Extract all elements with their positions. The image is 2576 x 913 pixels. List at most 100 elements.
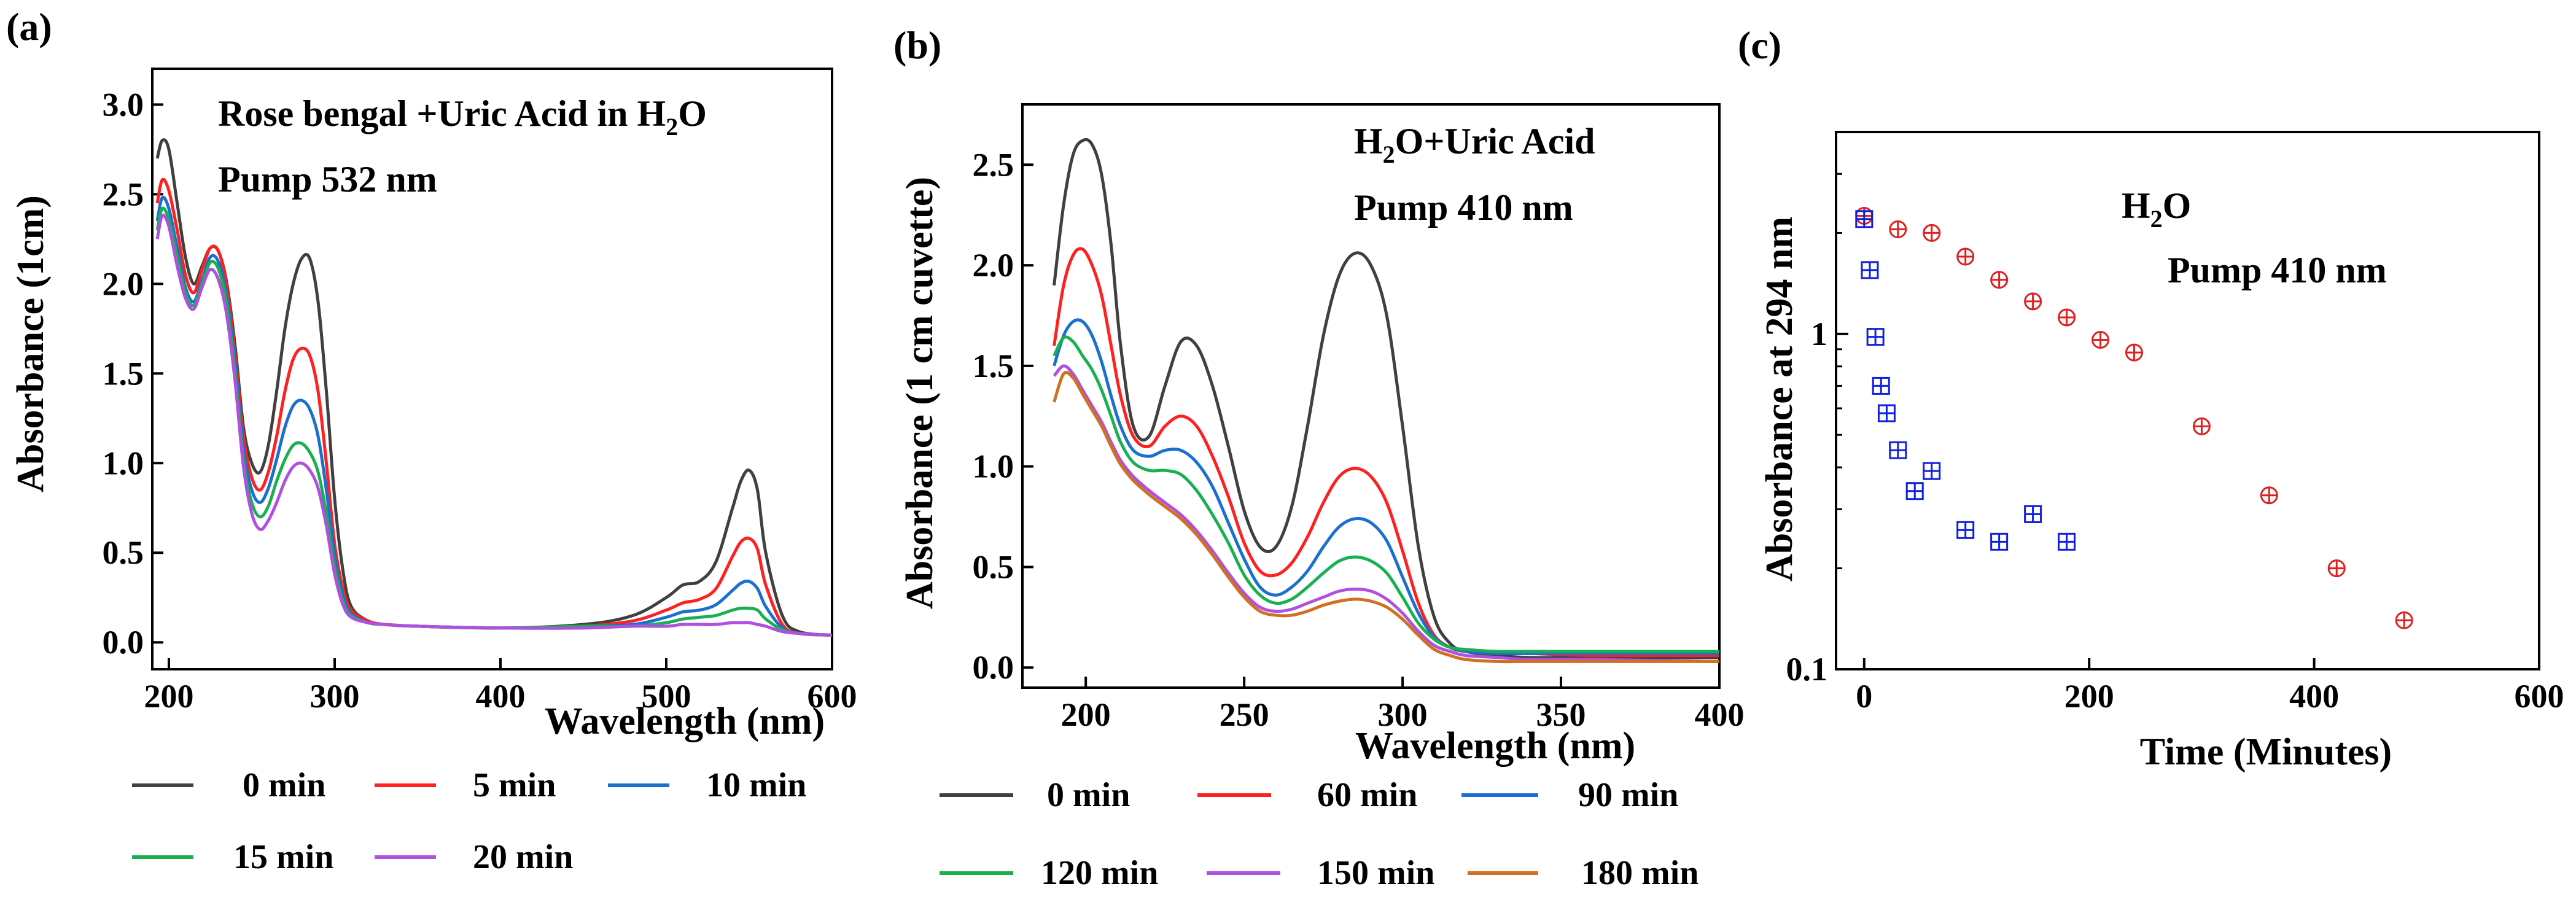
y-tick-label: 2.5 — [973, 146, 1014, 183]
panel-c-series — [1855, 206, 2413, 629]
x-tick-label: 300 — [310, 678, 360, 715]
panel-a-ylabel: Absorbance (1cm) — [10, 195, 52, 492]
point-red — [1990, 271, 2009, 289]
point-blue — [1855, 210, 1874, 228]
x-tick-label: 250 — [1220, 696, 1269, 733]
panel-a-series — [155, 138, 833, 637]
x-tick-label: 600 — [807, 678, 857, 715]
panel-c-annotation2: Pump 410 nm — [2168, 250, 2387, 290]
series-line-10-min — [155, 195, 833, 637]
legend-label: 150 min — [1317, 854, 1434, 892]
point-blue — [2024, 505, 2042, 523]
y-tick-label: 0.5 — [973, 548, 1014, 585]
point-red — [2260, 486, 2278, 505]
panel-a-annotation2: Pump 532 nm — [218, 159, 437, 200]
x-tick-label: 500 — [642, 678, 691, 715]
panel-c-frame — [1835, 131, 2540, 670]
point-blue — [2058, 532, 2076, 551]
panel-a-annotation-tail: O — [678, 93, 707, 134]
y-tick-label: 0.0 — [103, 624, 144, 661]
x-tick-label: 400 — [1695, 696, 1745, 733]
y-tick-label: 2.5 — [103, 176, 144, 212]
point-blue — [1956, 521, 1975, 539]
panel-b-series — [1053, 138, 1720, 664]
panel-a-xlabel: Wavelength (nm) — [545, 701, 825, 742]
panel-b-xlabel: Wavelength (nm) — [1355, 725, 1635, 767]
panel-a: (a) Rose bengal +Uric Acid in H2O Pump 5… — [6, 5, 857, 876]
legend-label: 90 min — [1578, 776, 1678, 814]
y-tick-label: 0.0 — [973, 649, 1014, 686]
panel-c-annotation-tail: O — [2163, 185, 2192, 226]
y-tick-label: 0.1 — [1786, 651, 1828, 688]
panel-c-annotation-sub: 2 — [2150, 205, 2163, 233]
panel-a-annotation-sub: 2 — [666, 113, 678, 141]
panel-c: (c) H2O Pump 410 nm Time (Minutes) Absor… — [1738, 23, 2564, 773]
legend-label: 60 min — [1317, 776, 1417, 814]
series-line-90-min — [1053, 318, 1719, 656]
y-tick-label: 0.5 — [103, 534, 144, 571]
legend-label: 0 min — [243, 766, 325, 804]
x-tick-label: 200 — [144, 678, 194, 715]
series-line-0-min — [1053, 138, 1719, 659]
panel-c-xlabel: Time (Minutes) — [2140, 731, 2392, 773]
x-tick-label: 400 — [476, 678, 526, 715]
legend-label: 120 min — [1041, 854, 1158, 892]
panel-c-annotation: H2O — [2122, 185, 2191, 233]
point-blue — [1990, 532, 2009, 551]
x-tick-label: 200 — [1061, 696, 1111, 733]
panel-0-frame — [151, 68, 833, 670]
y-tick-label: 1.0 — [103, 445, 144, 481]
point-red — [2327, 559, 2346, 578]
point-red — [1956, 247, 1975, 266]
panel-a-legend: 0 min 5 min 10 min 15 min 20 min — [132, 766, 806, 876]
point-red — [2192, 417, 2211, 435]
point-red — [2125, 343, 2143, 362]
panel-c-axes: 0 200 400 600 0.1 1 — [1786, 131, 2564, 715]
x-tick-label: 600 — [2515, 678, 2564, 715]
point-blue — [1866, 328, 1885, 346]
y-tick-label: 1.5 — [103, 355, 144, 392]
panel-a-axes: 200 300 400 500 600 0.0 0.5 1.0 1.5 2.0 2.5 3.0 — [103, 68, 857, 715]
series-line-5-min — [155, 177, 833, 637]
point-red — [1923, 223, 1941, 242]
point-blue — [1889, 441, 1907, 459]
panel-a-annotation-main: Rose bengal +Uric Acid in H — [218, 93, 666, 134]
panel-a-label: (a) — [6, 5, 52, 49]
y-tick-label: 1 — [1811, 316, 1827, 352]
point-blue — [1872, 376, 1890, 395]
legend-label: 180 min — [1581, 854, 1699, 892]
panel-c-label: (c) — [1738, 23, 1781, 67]
panel-b-axes: 200 250 300 350 400 0.0 0.5 1.0 1.5 2.0 2.5 — [973, 103, 1745, 733]
x-tick-label: 200 — [2064, 678, 2114, 715]
point-red — [2024, 292, 2042, 311]
legend-label: 20 min — [473, 838, 573, 876]
point-red — [2092, 331, 2110, 349]
x-tick-label: 0 — [1856, 678, 1872, 715]
x-tick-label: 300 — [1378, 696, 1428, 733]
panel-b-legend: 0 min 60 min 90 min 120 min 150 min 180 min — [940, 776, 1699, 892]
x-tick-label: 350 — [1536, 696, 1586, 733]
point-blue — [1923, 462, 1941, 480]
legend-label: 0 min — [1047, 776, 1130, 814]
series-line-15-min — [155, 206, 833, 637]
legend-label: 15 min — [233, 838, 333, 876]
series-line-150-min — [1053, 364, 1720, 663]
point-red — [1889, 220, 1907, 239]
series-line-20-min — [155, 214, 833, 637]
series-line-180-min — [1053, 370, 1719, 664]
panel-1-frame — [1021, 103, 1721, 689]
y-tick-label: 1.5 — [973, 348, 1014, 384]
series-line-120-min — [1053, 335, 1719, 653]
panel-b-label: (b) — [893, 23, 941, 67]
legend-label: 5 min — [473, 766, 556, 804]
legend-label: 10 min — [706, 766, 806, 804]
point-blue — [1861, 261, 1879, 279]
point-blue — [1905, 482, 1924, 500]
y-tick-label: 2.0 — [973, 247, 1014, 284]
panel-b-annotation-sub: 2 — [1383, 141, 1395, 168]
panel-c-ylabel: Absorbance at 294 nm — [1759, 217, 1800, 581]
panel-b: (b) H2O+Uric Acid Pump 410 nm Wavelength… — [893, 23, 1745, 892]
y-tick-label: 2.0 — [103, 265, 144, 302]
panel-b-annotation2: Pump 410 nm — [1354, 187, 1573, 228]
